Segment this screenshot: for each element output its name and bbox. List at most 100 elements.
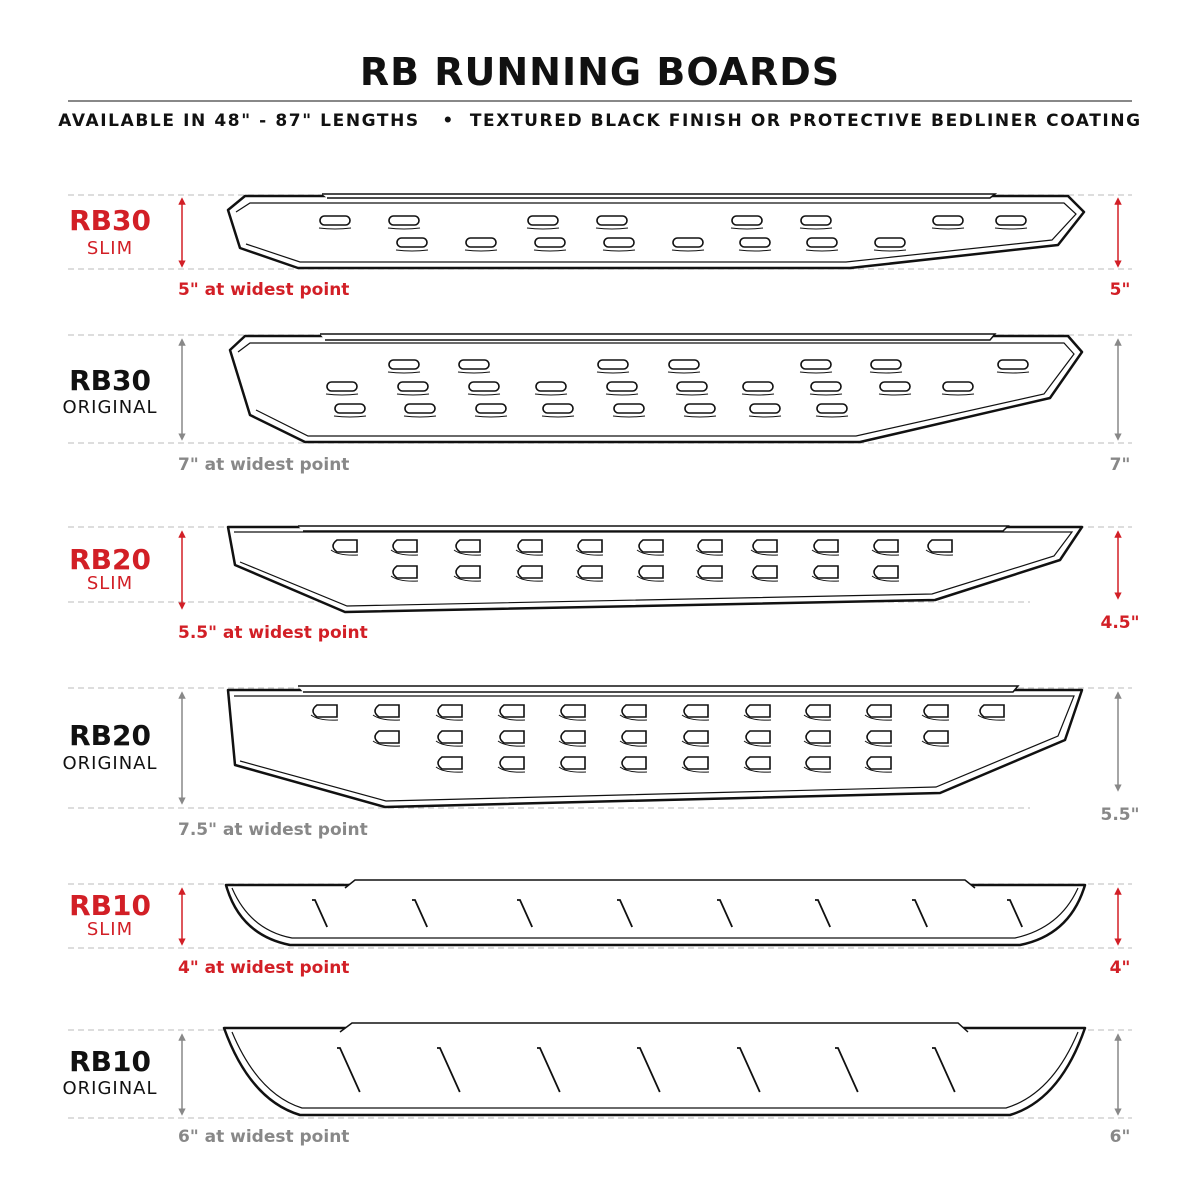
tread-cleat-shadow [497, 740, 526, 747]
board-outline [226, 688, 1084, 809]
model-variant: ORIGINAL [62, 1078, 158, 1099]
tread-slot [676, 381, 708, 392]
tread-cleat [621, 756, 647, 770]
tread-cleat-shadow [310, 714, 339, 721]
tread-cleat [927, 539, 953, 553]
tread-cleat-shadow [435, 740, 464, 747]
tread-cleat [805, 704, 831, 718]
tread-slot [334, 403, 366, 414]
tread-cleat-shadow [515, 549, 544, 556]
tread-slot-shadow [878, 393, 912, 396]
tread-groove [1007, 899, 1023, 928]
tread-cleat [683, 756, 709, 770]
tread-slot [597, 359, 629, 370]
tread-slot-shadow [605, 393, 639, 396]
page-title: RB RUNNING BOARDS [359, 50, 841, 94]
tread-slot-shadow [467, 393, 501, 396]
tread-cleat [312, 704, 338, 718]
tread-cleat [499, 756, 525, 770]
tread-slot-shadow [869, 371, 903, 374]
tread-cleat-shadow [864, 740, 893, 747]
tread-cleat-shadow [575, 575, 604, 582]
tread-slot [932, 215, 964, 226]
board-edge [231, 1031, 1079, 1109]
tread-groove [637, 1047, 661, 1093]
tread-slot-shadow [805, 249, 839, 252]
tread-slot-shadow [395, 249, 429, 252]
tread-cleat-shadow [435, 714, 464, 721]
model-variant: ORIGINAL [62, 753, 158, 774]
tread-slot-shadow [541, 415, 575, 418]
tread-slot-shadow [996, 371, 1030, 374]
tread-cleat-shadow [750, 575, 779, 582]
tread-cleat [866, 704, 892, 718]
tread-slot [542, 403, 574, 414]
tread-cleat [866, 756, 892, 770]
tread-slot-shadow [595, 227, 629, 230]
tread-slot [668, 359, 700, 370]
tread-cleat-shadow [453, 575, 482, 582]
end-width-label: 6" [1109, 1127, 1131, 1147]
tread-slot-shadow [387, 227, 421, 230]
tread-cleat [697, 539, 723, 553]
tread-slot-shadow [602, 249, 636, 252]
end-width-label: 7" [1109, 455, 1131, 475]
tread-slot [874, 237, 906, 248]
tread-cleat-shadow [803, 740, 832, 747]
tread-cleat-shadow [750, 549, 779, 556]
tread-cleat [805, 730, 831, 744]
board-rb30-original [68, 333, 1132, 444]
tread-cleat [697, 565, 723, 579]
tread-groove [737, 1047, 761, 1093]
model-variant: SLIM [86, 573, 134, 594]
tread-cleat-shadow [453, 549, 482, 556]
tread-slot [806, 237, 838, 248]
tread-slot [404, 403, 436, 414]
tread-cleat-shadow [871, 549, 900, 556]
model-name: RB30 [69, 204, 151, 237]
tread-cleat-shadow [811, 549, 840, 556]
tread-slot [535, 381, 567, 392]
tread-slot [527, 215, 559, 226]
tread-cleat-shadow [497, 714, 526, 721]
tread-slot [534, 237, 566, 248]
tread-cleat-shadow [515, 575, 544, 582]
tread-cleat [752, 539, 778, 553]
tread-cleat [813, 539, 839, 553]
top-rail [298, 685, 1020, 693]
tread-cleat [374, 704, 400, 718]
tread-slot [396, 237, 428, 248]
tread-cleat [437, 730, 463, 744]
tread-cleat [621, 730, 647, 744]
tread-slot [749, 403, 781, 414]
board-edge [231, 887, 1079, 939]
tread-slot [458, 359, 490, 370]
tread-cleat [499, 704, 525, 718]
widest-point-label: 6" at widest point [178, 1127, 350, 1147]
tread-cleat [437, 756, 463, 770]
tread-cleat-shadow [330, 549, 359, 556]
tread-cleat-shadow [743, 766, 772, 773]
tread-slot-shadow [596, 371, 630, 374]
tread-slot-shadow [799, 371, 833, 374]
tread-groove [932, 1047, 956, 1093]
tread-groove [912, 899, 928, 928]
tread-groove [437, 1047, 461, 1093]
tread-groove [717, 899, 733, 928]
tread-slot [731, 215, 763, 226]
top-rail [344, 879, 976, 889]
tread-cleat [923, 704, 949, 718]
board-outline [222, 1026, 1087, 1117]
board-outline [226, 194, 1086, 270]
title-divider [68, 100, 1132, 102]
model-variant: SLIM [86, 238, 134, 259]
board-rb10-slim [68, 879, 1132, 949]
board-rb20-original [68, 685, 1132, 809]
tread-cleat-shadow [921, 740, 950, 747]
tread-groove [412, 899, 428, 928]
tread-cleat-shadow [743, 740, 772, 747]
tread-slot-shadow [387, 371, 421, 374]
tread-cleat-shadow [811, 575, 840, 582]
tread-cleat-shadow [925, 549, 954, 556]
